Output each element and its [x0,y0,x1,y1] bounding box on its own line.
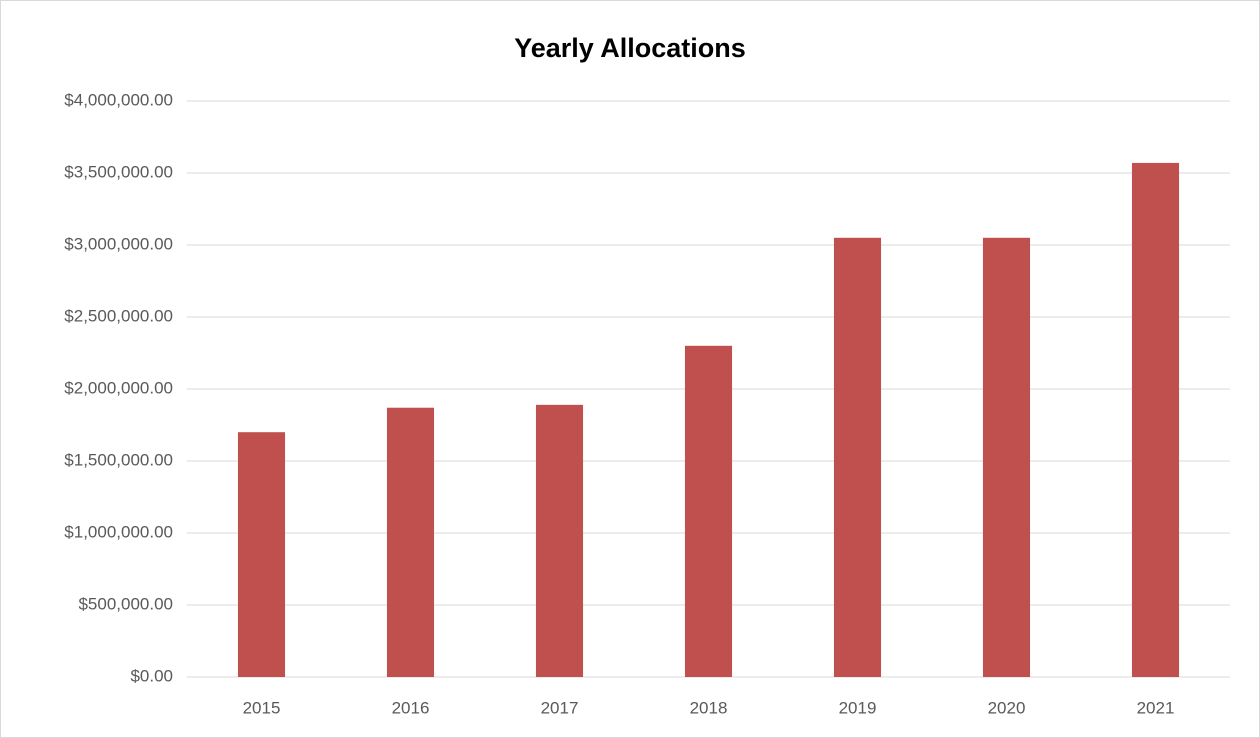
x-tick-label: 2021 [1137,698,1175,717]
x-tick-label: 2016 [392,698,430,717]
bar [1131,162,1180,678]
y-tick-label: $2,000,000.00 [64,378,173,397]
y-tick-label: $0.00 [130,666,173,685]
bar [535,404,584,677]
bar [684,345,733,677]
x-tick-label: 2015 [243,698,281,717]
y-tick-label: $500,000.00 [78,594,173,613]
bar [386,407,435,677]
y-tick-label: $1,000,000.00 [64,522,173,541]
bar [833,237,882,678]
x-tick-label: 2017 [541,698,579,717]
y-tick-label: $1,500,000.00 [64,450,173,469]
bar [982,237,1031,678]
bar [237,432,286,677]
y-tick-label: $3,500,000.00 [64,162,173,181]
y-tick-label: $2,500,000.00 [64,306,173,325]
x-tick-label: 2018 [690,698,728,717]
x-tick-label: 2019 [839,698,877,717]
y-tick-label: $3,000,000.00 [64,234,173,253]
x-tick-label: 2020 [988,698,1026,717]
y-tick-label: $4,000,000.00 [64,90,173,109]
chart-title: Yearly Allocations [514,33,746,63]
